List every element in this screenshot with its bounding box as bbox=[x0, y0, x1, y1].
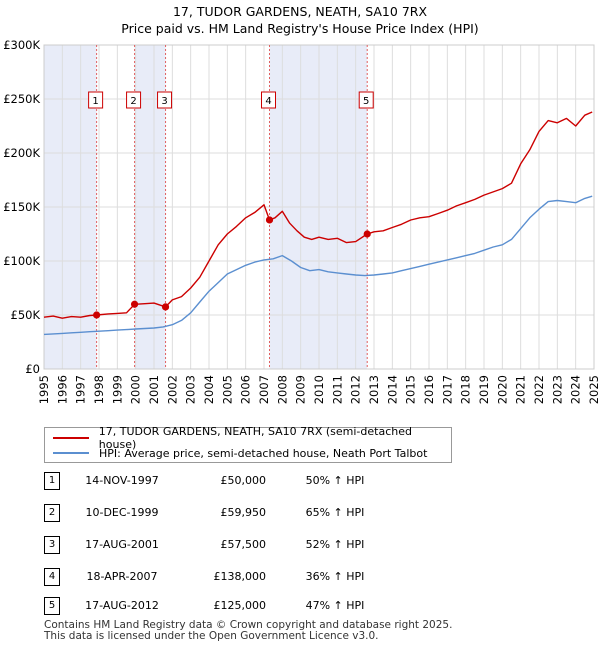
sale-date: 14-NOV-1997 bbox=[85, 474, 159, 487]
sale-price: £57,500 bbox=[220, 538, 267, 551]
y-tick-label: £100K bbox=[3, 254, 40, 268]
legend-swatch-hpi bbox=[53, 452, 89, 454]
x-tick-label: 2002 bbox=[165, 375, 179, 404]
x-tick-label: 1995 bbox=[37, 375, 51, 404]
x-tick-label: 2011 bbox=[330, 375, 344, 404]
x-tick-label: 2000 bbox=[129, 375, 143, 404]
x-tick-label: 2012 bbox=[349, 375, 363, 404]
sale-number: 5 bbox=[44, 597, 60, 615]
x-tick-label: 2017 bbox=[440, 375, 454, 404]
sale-number: 2 bbox=[44, 504, 60, 522]
sale-hpi-change: 52% ↑ HPI bbox=[305, 538, 365, 551]
chart-subtitle: Price paid vs. HM Land Registry's House … bbox=[121, 21, 479, 36]
x-tick-label: 2025 bbox=[587, 375, 600, 404]
x-tick-label: 1999 bbox=[110, 375, 124, 404]
sale-row: 1 14-NOV-1997 £50,000 50% ↑ HPI bbox=[0, 472, 600, 492]
chart-title: 17, TUDOR GARDENS, NEATH, SA10 7RX bbox=[172, 4, 428, 19]
x-tick-label: 2014 bbox=[385, 375, 399, 404]
sale-number: 4 bbox=[44, 568, 60, 586]
sale-marker-label: 2 bbox=[130, 96, 136, 107]
sale-number: 1 bbox=[44, 472, 60, 490]
y-tick-label: £250K bbox=[3, 92, 40, 106]
footer-licence: This data is licensed under the Open Gov… bbox=[44, 630, 379, 642]
sale-marker-box bbox=[157, 91, 173, 109]
x-tick-label: 1997 bbox=[74, 375, 88, 404]
x-tick-label: 2023 bbox=[550, 375, 564, 404]
sale-hpi-change: 65% ↑ HPI bbox=[305, 506, 365, 519]
sale-price: £59,950 bbox=[220, 506, 267, 519]
legend-swatch-property bbox=[53, 437, 89, 439]
sale-price: £50,000 bbox=[220, 474, 267, 487]
y-tick-label: £50K bbox=[11, 308, 41, 322]
x-tick-label: 2021 bbox=[514, 375, 528, 404]
sale-hpi-change: 36% ↑ HPI bbox=[305, 570, 365, 583]
x-tick-label: 2010 bbox=[312, 375, 326, 404]
x-tick-label: 2016 bbox=[422, 375, 436, 404]
legend-label-hpi: HPI: Average price, semi-detached house,… bbox=[99, 446, 428, 460]
plot-area bbox=[43, 44, 595, 370]
y-tick-label: £0 bbox=[25, 362, 40, 376]
sale-date: 17-AUG-2012 bbox=[85, 599, 159, 612]
x-tick-label: 2009 bbox=[294, 375, 308, 404]
sale-row: 4 18-APR-2007 £138,000 36% ↑ HPI bbox=[0, 568, 600, 588]
legend-item-property: 17, TUDOR GARDENS, NEATH, SA10 7RX (semi… bbox=[53, 425, 451, 451]
sale-date: 18-APR-2007 bbox=[86, 570, 158, 583]
price-chart: 1 2 3 4 5 £0 £50K £100K £150K £200K £250K £300K 1995… bbox=[3, 38, 600, 404]
x-tick-label: 2006 bbox=[239, 375, 253, 404]
sale-hpi-change: 50% ↑ HPI bbox=[305, 474, 365, 487]
sale-date: 10-DEC-1999 bbox=[85, 506, 159, 519]
sale-marker-label: 1 bbox=[92, 96, 98, 107]
y-tick-label: £150K bbox=[3, 200, 40, 214]
legend-item-hpi: HPI: Average price, semi-detached house,… bbox=[53, 446, 427, 460]
sale-marker-box bbox=[261, 91, 276, 109]
sale-hpi-change: 47% ↑ HPI bbox=[305, 599, 365, 612]
x-tick-label: 1996 bbox=[55, 375, 69, 404]
sale-row: 3 17-AUG-2001 £57,500 52% ↑ HPI bbox=[0, 536, 600, 556]
sale-price: £138,000 bbox=[213, 570, 267, 583]
x-tick-label: 2003 bbox=[184, 375, 198, 404]
x-tick-label: 2004 bbox=[202, 375, 216, 404]
sale-marker-box bbox=[126, 91, 142, 109]
sale-marker-box bbox=[88, 91, 104, 109]
legend-label-property: 17, TUDOR GARDENS, NEATH, SA10 7RX (semi… bbox=[98, 425, 412, 451]
sale-point bbox=[161, 303, 170, 311]
footer-copyright: Contains HM Land Registry data © Crown c… bbox=[44, 619, 453, 631]
x-tick-label: 2001 bbox=[147, 375, 161, 404]
x-tick-label: 2005 bbox=[220, 375, 234, 404]
x-tick-label: 2008 bbox=[275, 375, 289, 404]
chart-legend: 17, TUDOR GARDENS, NEATH, SA10 7RX (semi… bbox=[44, 425, 452, 463]
sale-price: £125,000 bbox=[213, 599, 267, 612]
x-tick-label: 2013 bbox=[367, 375, 381, 404]
sale-point bbox=[130, 300, 139, 308]
sale-marker-label: 3 bbox=[161, 96, 167, 107]
sale-point bbox=[93, 311, 101, 319]
sale-point bbox=[363, 230, 371, 238]
sale-row: 5 17-AUG-2012 £125,000 47% ↑ HPI bbox=[0, 597, 600, 617]
sale-marker-label: 5 bbox=[363, 96, 369, 107]
x-tick-label: 2007 bbox=[257, 375, 271, 404]
x-tick-label: 2015 bbox=[404, 375, 418, 404]
sale-marker-box bbox=[358, 91, 374, 109]
x-tick-label: 2019 bbox=[477, 375, 491, 404]
x-tick-label: 2020 bbox=[495, 375, 509, 404]
sale-point bbox=[265, 216, 274, 224]
sale-date: 17-AUG-2001 bbox=[85, 538, 159, 551]
x-tick-label: 2024 bbox=[569, 375, 583, 404]
footer: Contains HM Land Registry data © Crown c… bbox=[44, 620, 452, 642]
x-tick-label: 2022 bbox=[532, 375, 546, 404]
sale-number: 3 bbox=[44, 536, 60, 554]
sale-marker-label: 4 bbox=[265, 96, 271, 107]
y-tick-label: £300K bbox=[3, 38, 40, 52]
x-tick-label: 2018 bbox=[459, 375, 473, 404]
y-tick-label: £200K bbox=[3, 146, 40, 160]
hpi-line bbox=[43, 195, 593, 336]
x-tick-label: 1998 bbox=[92, 375, 106, 404]
sale-row: 2 10-DEC-1999 £59,950 65% ↑ HPI bbox=[0, 504, 600, 524]
